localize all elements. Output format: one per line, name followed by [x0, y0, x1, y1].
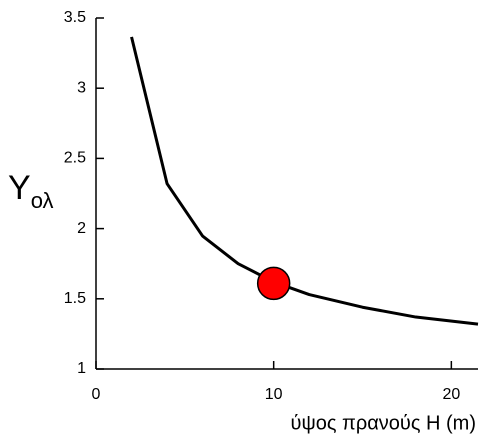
y-tick-label: 3 [77, 79, 86, 96]
x-axis-label: ύψος πρανούς H (m) [291, 412, 477, 434]
y-tick-label: 2.5 [64, 150, 86, 167]
line [130, 36, 479, 326]
y-label-main: Y [8, 169, 31, 207]
y-tick-label: 1 [77, 360, 86, 377]
y-tick-label: 1.5 [64, 290, 86, 307]
y-tick-label: 2 [77, 220, 86, 237]
x-tick-label: 10 [265, 386, 283, 403]
x-tick-label: 0 [92, 386, 101, 403]
marker [256, 266, 291, 301]
x-tick-label: 20 [442, 386, 460, 403]
y-axis-label: Yολ [8, 169, 54, 213]
y-label-sub: ολ [31, 188, 54, 213]
y-tick-label: 3.5 [64, 9, 86, 26]
